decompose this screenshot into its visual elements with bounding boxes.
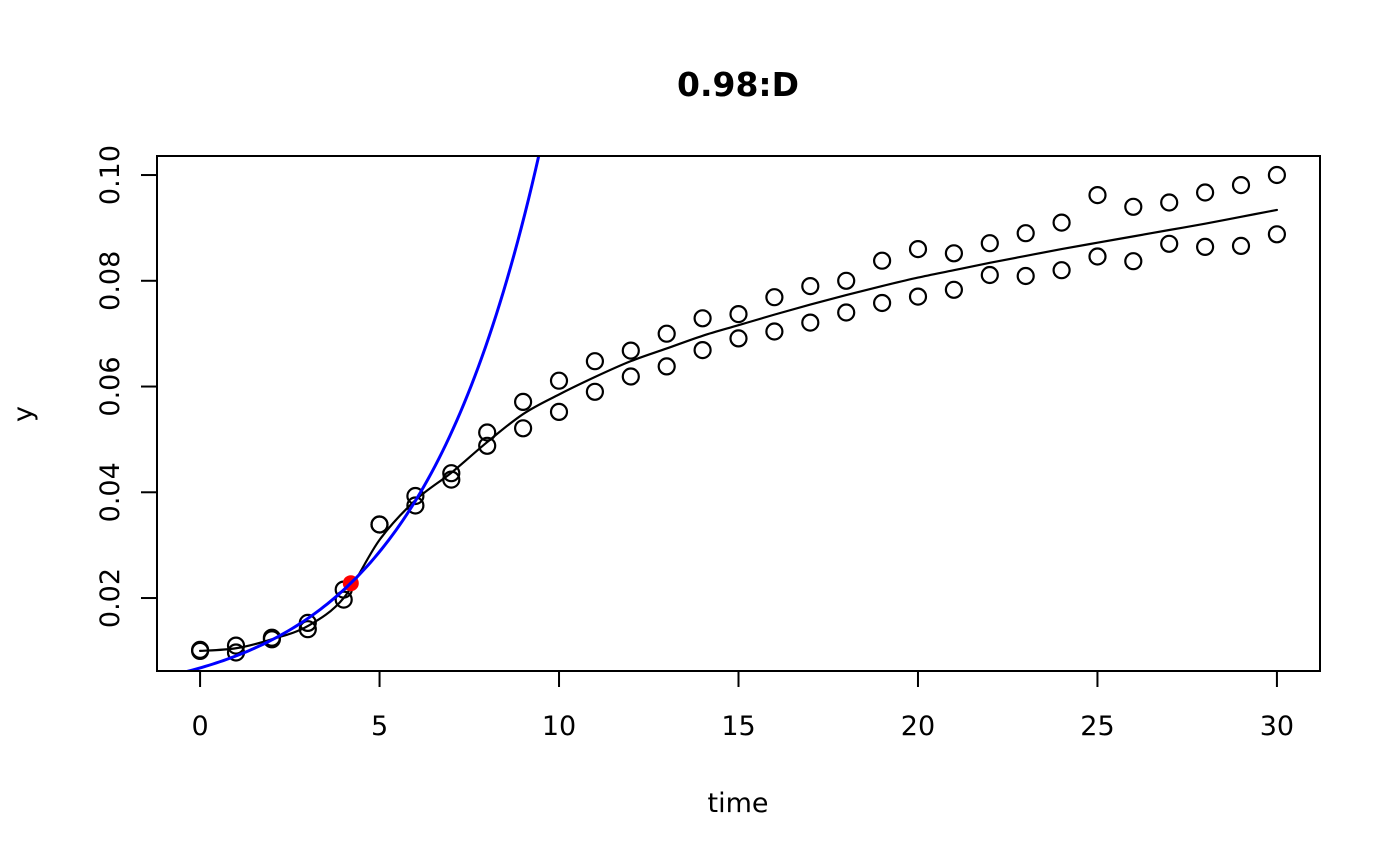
data-point [549,402,569,421]
data-point [908,287,928,306]
plot-title: 0.98:D [677,65,799,104]
data-point [765,322,784,341]
data-point [549,371,569,390]
data-point [1124,197,1143,216]
data-point [1088,186,1107,205]
data-point [585,352,605,371]
data-point [1052,261,1071,280]
data-point [729,305,748,324]
data-point [406,486,425,506]
data-point [1267,165,1287,185]
data-point [980,265,999,285]
data-point [908,240,928,259]
y-tick-label: 0.10 [95,145,126,205]
data-point [801,277,820,296]
data-point [1124,252,1143,271]
data-point [621,341,640,360]
x-tick-label: 20 [901,711,935,742]
y-tick-label: 0.08 [95,251,126,311]
data-point [729,329,748,348]
data-point [442,464,461,483]
exponential-curve [183,156,541,671]
x-tick-label: 5 [371,711,388,742]
data-point [513,419,533,438]
data-point [1195,237,1215,256]
data-point [478,423,497,442]
x-tick-label: 10 [542,711,576,742]
data-points-layer [191,165,1287,662]
y-tick-label: 0.02 [95,568,126,628]
data-point [406,496,425,515]
data-point [1052,213,1071,232]
data-point [1088,247,1107,266]
data-point [1160,193,1179,212]
tick-labels-layer: 0 5 10 15 20 25 30 0.02 0.04 0.06 0.08 0.10 [95,145,1294,742]
data-point [872,251,892,270]
data-point [262,630,281,649]
x-tick-label: 25 [1080,711,1114,742]
data-point [1016,224,1035,243]
data-point [1267,225,1287,244]
data-point [1016,266,1035,286]
data-point [1160,234,1179,253]
data-point [837,303,856,322]
data-point [1231,236,1251,255]
x-tick-label: 15 [721,711,755,742]
data-point [370,515,389,534]
data-point [944,244,964,263]
fitted-curve [198,208,1279,653]
data-point [585,382,605,401]
data-point [657,357,676,376]
y-axis-label: y [8,406,39,422]
fitted-curve-layer [198,208,1279,653]
data-point [801,313,820,332]
data-point [1231,176,1251,195]
data-point [1195,183,1215,202]
data-point [872,293,892,313]
data-point [513,392,533,411]
data-point [657,324,676,343]
data-point [837,271,856,290]
y-tick-label: 0.06 [95,356,126,416]
x-tick-label: 30 [1260,711,1294,742]
axis-ticks-layer [141,174,1278,687]
y-tick-label: 0.04 [95,462,126,522]
exponential-curve-layer [183,156,541,671]
data-point [693,309,712,328]
x-tick-label: 0 [191,711,208,742]
data-point [693,341,712,360]
data-point [226,636,246,655]
data-point [765,288,784,307]
data-point [478,436,497,455]
data-point [944,280,964,299]
data-point [621,367,640,386]
x-axis-label: time [707,788,768,819]
data-point [980,234,999,253]
